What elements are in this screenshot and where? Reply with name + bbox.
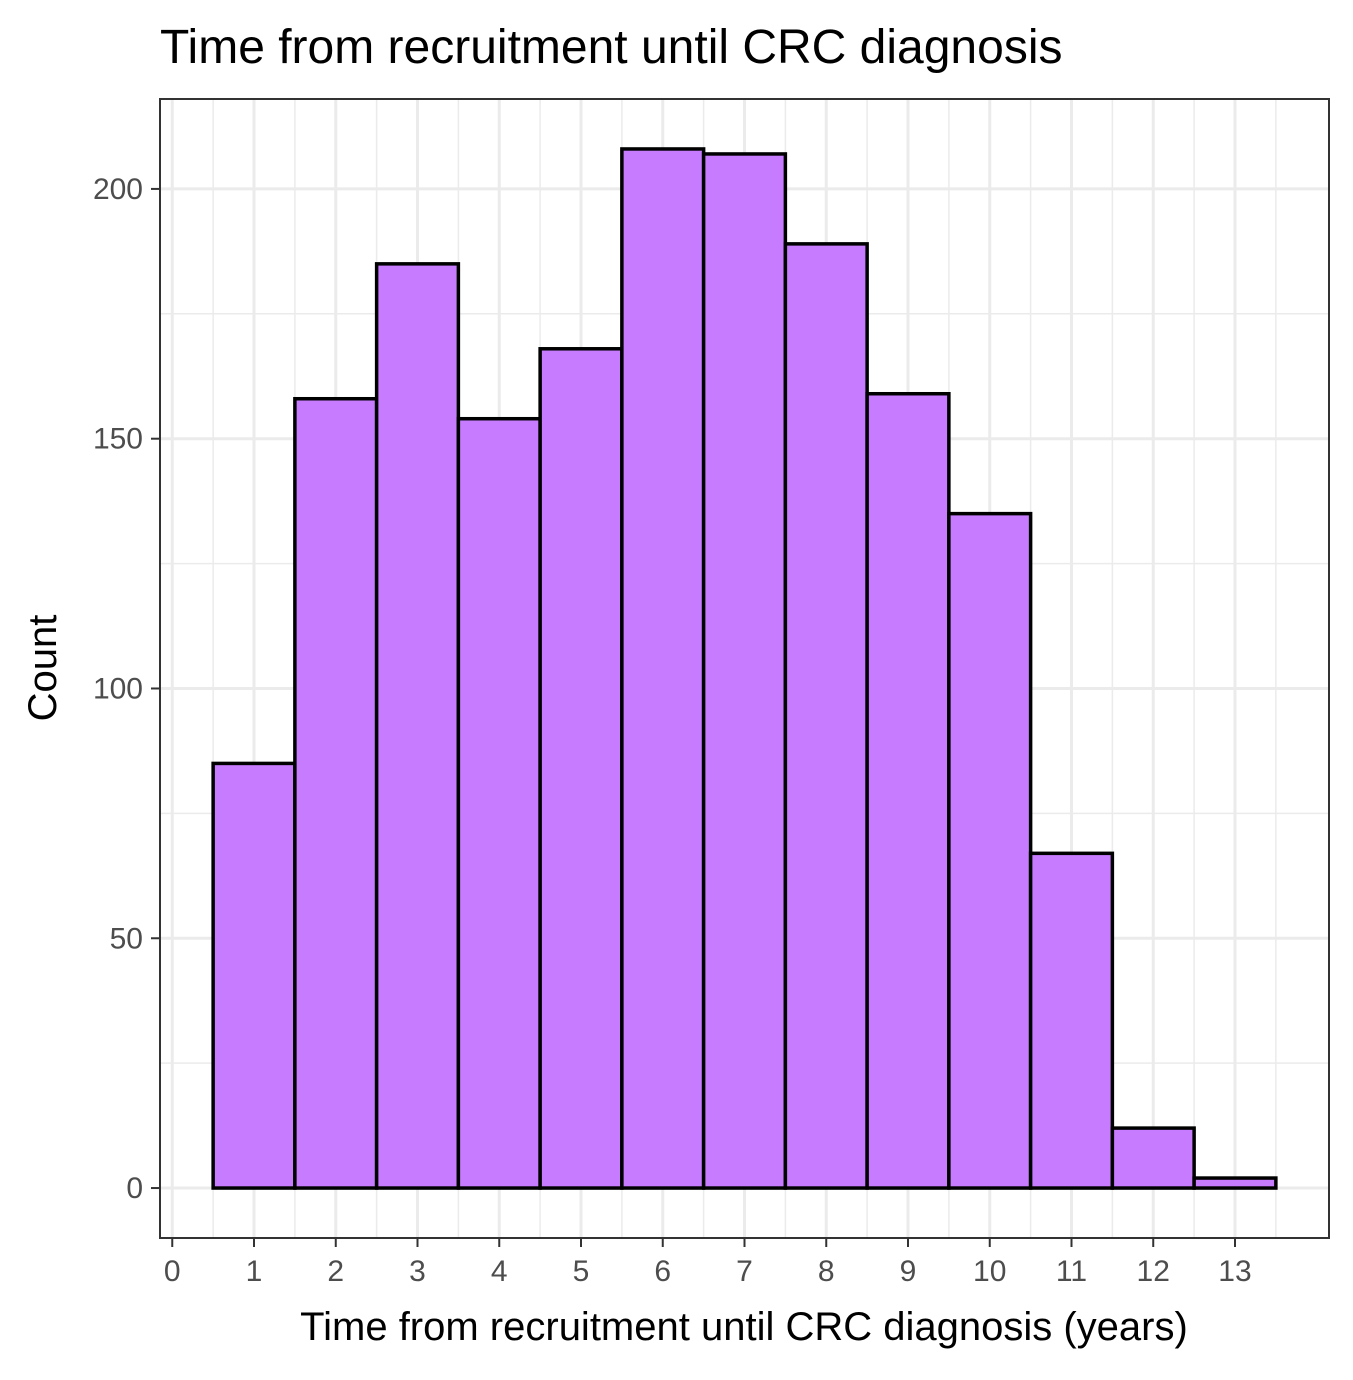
y-tick-label: 150 (93, 423, 143, 456)
x-tick-label: 6 (654, 1255, 671, 1288)
y-axis-title: Count (21, 615, 65, 722)
x-axis-title: Time from recruitment until CRC diagnosi… (300, 1305, 1188, 1349)
histogram-bar (1110, 1126, 1196, 1190)
histogram-bar (538, 347, 624, 1190)
y-tick-label: 200 (93, 173, 143, 206)
histogram-bar (620, 147, 706, 1190)
bar-layer (211, 147, 1278, 1190)
x-tick-label: 5 (573, 1255, 590, 1288)
histogram-bar (456, 416, 542, 1190)
x-tick-label: 9 (900, 1255, 917, 1288)
histogram-bar (1028, 851, 1115, 1190)
y-tick-label: 100 (93, 672, 143, 705)
x-tick-label: 0 (164, 1255, 181, 1288)
histogram-bar (865, 391, 951, 1190)
x-tick-label: 12 (1137, 1255, 1170, 1288)
x-tick-label: 11 (1056, 1255, 1087, 1288)
y-tick-label: 50 (110, 922, 143, 955)
histogram-bar (701, 152, 788, 1190)
histogram-bar (783, 242, 869, 1190)
x-tick-label: 1 (246, 1255, 263, 1288)
chart-title: Time from recruitment until CRC diagnosi… (160, 21, 1062, 74)
x-tick-label: 7 (736, 1255, 753, 1288)
x-tick-label: 3 (409, 1255, 426, 1288)
histogram-bar (211, 761, 297, 1190)
x-tick-label: 8 (818, 1255, 835, 1288)
histogram-bar (947, 511, 1033, 1190)
x-tick-label: 10 (973, 1255, 1006, 1288)
histogram-bar (1192, 1176, 1278, 1190)
y-tick-label: 0 (126, 1172, 143, 1205)
x-tick-label: 4 (491, 1255, 508, 1288)
x-tick-label: 13 (1218, 1255, 1251, 1288)
histogram-bar (374, 262, 461, 1190)
x-tick-label: 2 (327, 1255, 344, 1288)
histogram-bar (293, 396, 379, 1190)
